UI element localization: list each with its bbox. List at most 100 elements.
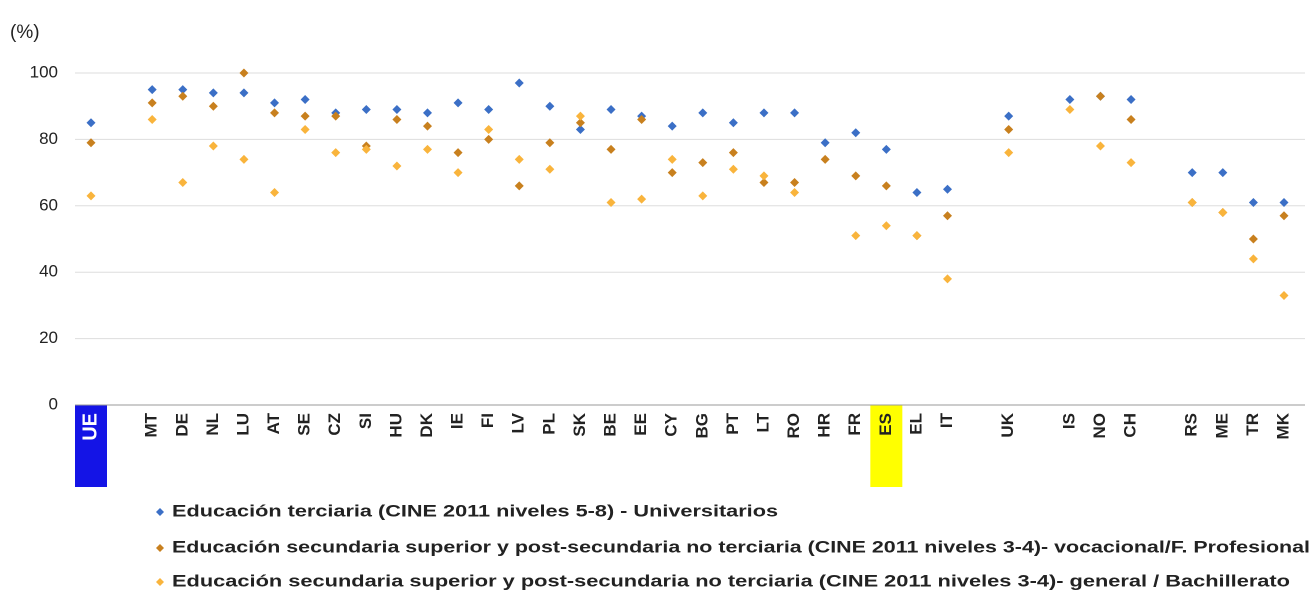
data-point xyxy=(943,184,953,194)
data-point xyxy=(790,178,800,188)
x-tick-label: MK xyxy=(1273,412,1292,439)
data-point xyxy=(484,105,494,115)
x-tick-label: CY xyxy=(662,412,681,436)
data-point xyxy=(1095,91,1105,101)
data-point xyxy=(239,88,249,98)
data-point xyxy=(1279,197,1289,207)
data-point xyxy=(361,105,371,115)
legend-marker xyxy=(156,544,164,552)
data-point xyxy=(943,211,953,221)
data-point xyxy=(239,68,249,78)
data-point xyxy=(575,118,585,128)
data-point xyxy=(178,85,188,95)
x-tick-label: CH xyxy=(1121,413,1140,438)
data-point xyxy=(698,108,708,118)
legend-label: Educación secundaria superior y post-sec… xyxy=(172,571,1290,590)
data-point xyxy=(1248,254,1258,264)
data-point xyxy=(728,118,738,128)
data-point xyxy=(453,98,463,108)
data-point xyxy=(1065,105,1075,115)
data-point xyxy=(881,144,891,154)
x-tick-label: LT xyxy=(753,412,772,432)
x-tick-label: IS xyxy=(1059,413,1078,429)
x-tick-label: EL xyxy=(906,413,925,435)
data-point xyxy=(790,188,800,198)
y-tick-label: 40 xyxy=(39,262,58,281)
data-point xyxy=(178,91,188,101)
x-tick-label: DE xyxy=(172,413,191,437)
data-point xyxy=(1065,95,1075,105)
x-tick-label: UK xyxy=(998,412,1017,437)
data-point xyxy=(453,168,463,178)
data-point xyxy=(912,188,922,198)
data-point xyxy=(575,124,585,134)
data-point xyxy=(1004,148,1014,158)
data-point xyxy=(667,121,677,131)
x-tick-label: ES xyxy=(876,413,895,436)
data-point xyxy=(759,178,769,188)
y-tick-label: 20 xyxy=(39,328,58,347)
data-point xyxy=(637,194,647,204)
y-tick-label: 80 xyxy=(39,129,58,148)
data-point xyxy=(606,144,616,154)
data-point xyxy=(851,231,861,241)
data-point xyxy=(1248,234,1258,244)
data-point xyxy=(1279,211,1289,221)
data-point xyxy=(728,164,738,174)
x-tick-label: UE xyxy=(79,413,101,441)
data-point xyxy=(208,101,218,111)
data-point xyxy=(331,148,341,158)
data-point xyxy=(943,274,953,284)
data-point xyxy=(1095,141,1105,151)
legend-label: Educación secundaria superior y post-sec… xyxy=(172,537,1310,556)
x-tick-label: TR xyxy=(1243,413,1262,436)
data-point xyxy=(728,148,738,158)
data-point xyxy=(545,138,555,148)
data-point xyxy=(637,114,647,124)
data-point xyxy=(270,98,280,108)
data-point xyxy=(453,148,463,158)
data-point xyxy=(147,98,157,108)
data-point xyxy=(270,188,280,198)
data-point xyxy=(606,105,616,115)
data-point xyxy=(208,141,218,151)
data-point xyxy=(86,138,96,148)
data-point xyxy=(759,108,769,118)
data-point xyxy=(1004,111,1014,121)
data-point xyxy=(147,114,157,124)
data-point xyxy=(851,128,861,138)
x-tick-label: FI xyxy=(478,413,497,428)
x-tick-label: MT xyxy=(142,412,161,437)
data-point xyxy=(239,154,249,164)
x-tick-label: LU xyxy=(233,413,252,436)
legend-label: Educación terciaria (CINE 2011 niveles 5… xyxy=(172,501,778,520)
data-point xyxy=(667,154,677,164)
data-point xyxy=(208,88,218,98)
data-point xyxy=(1279,290,1289,300)
x-tick-label: PL xyxy=(539,413,558,435)
data-point xyxy=(1248,197,1258,207)
data-point xyxy=(422,108,432,118)
y-tick-label: 0 xyxy=(49,394,58,413)
data-point xyxy=(1218,168,1228,178)
data-point xyxy=(1218,207,1228,217)
x-tick-label: CZ xyxy=(325,413,344,436)
data-point xyxy=(392,105,402,115)
data-point xyxy=(300,95,310,105)
x-tick-label: BG xyxy=(692,413,711,439)
data-point xyxy=(545,164,555,174)
x-tick-label: DK xyxy=(417,412,436,437)
data-point xyxy=(790,108,800,118)
x-tick-label: NO xyxy=(1090,413,1109,439)
y-tick-label: 100 xyxy=(30,62,58,81)
data-point xyxy=(698,158,708,168)
data-point xyxy=(759,171,769,181)
data-point xyxy=(514,154,524,164)
data-point xyxy=(300,124,310,134)
data-point xyxy=(820,154,830,164)
x-tick-label: SI xyxy=(356,413,375,429)
data-point xyxy=(331,111,341,121)
x-tick-label: RO xyxy=(784,413,803,439)
data-point xyxy=(514,181,524,191)
